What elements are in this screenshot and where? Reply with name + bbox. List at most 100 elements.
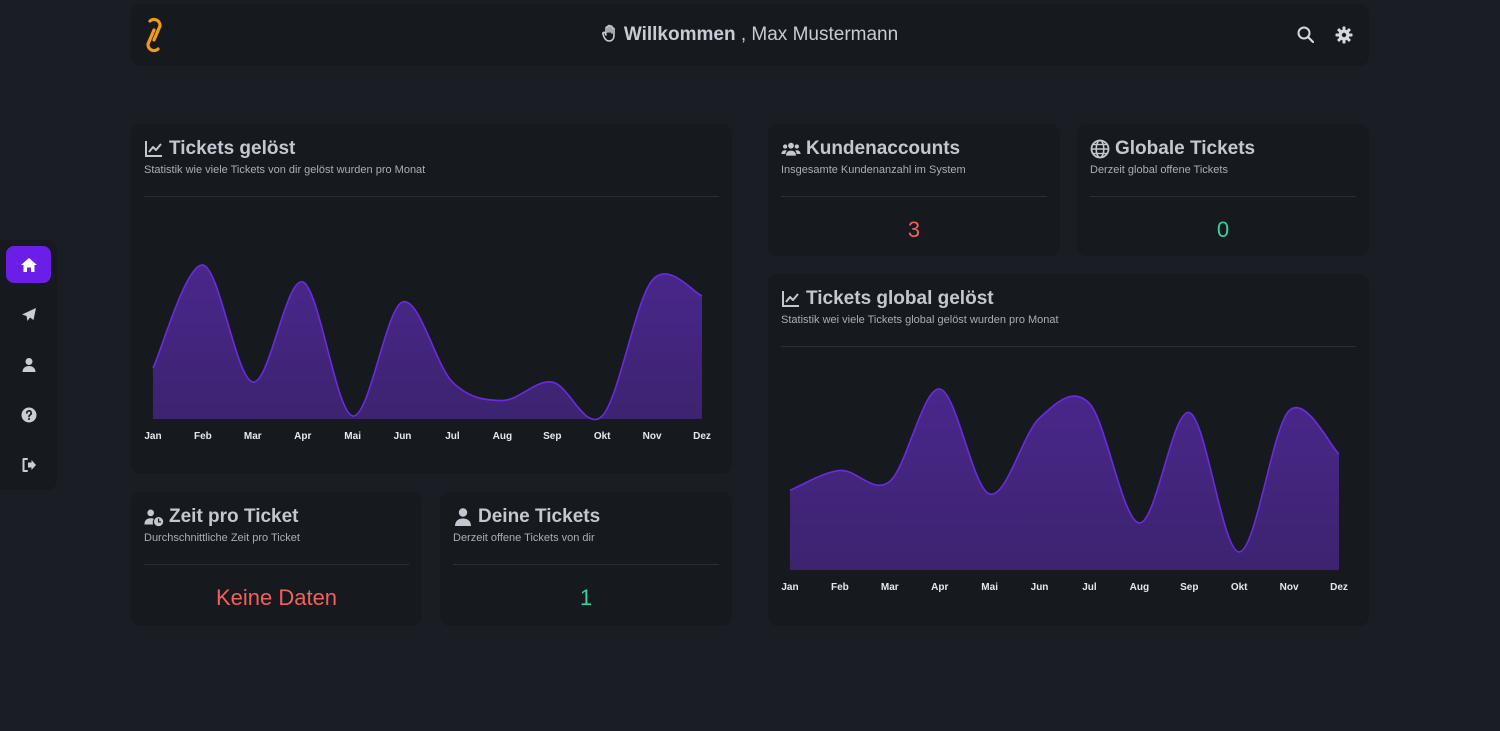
divider <box>781 346 1356 347</box>
x-tick-label: Apr <box>294 431 311 442</box>
search-icon[interactable] <box>1295 24 1317 46</box>
chart-point-nov[interactable] <box>649 277 655 283</box>
divider <box>1090 196 1356 197</box>
welcome-user-name: , Max Mustermann <box>740 24 899 45</box>
chart-point-mai[interactable] <box>987 491 993 497</box>
customer-accounts-subtitle: Insgesamte Kundenanzahl im System <box>781 164 966 176</box>
user-icon <box>455 508 471 526</box>
chart-line-icon <box>782 291 799 307</box>
chart-point-jul[interactable] <box>449 379 455 385</box>
chart-point-jan[interactable] <box>787 487 793 493</box>
x-tick-label: Jul <box>1082 582 1097 593</box>
x-tick-label: Sep <box>1180 582 1198 593</box>
customer-accounts-value: 3 <box>907 217 921 242</box>
tickets-solved-card: Tickets gelöst Statistik wie viele Ticke… <box>131 124 732 474</box>
your-tickets-subtitle: Derzeit offene Tickets von dir <box>453 532 595 544</box>
x-tick-label: Mai <box>344 431 361 442</box>
chart-point-dez[interactable] <box>699 293 705 299</box>
tickets-solved-title: Tickets gelöst <box>144 138 295 160</box>
sidebar-item-home[interactable] <box>6 246 51 283</box>
divider <box>453 564 719 565</box>
x-tick-label: Aug <box>1130 582 1149 593</box>
time-per-ticket-title: Zeit pro Ticket <box>144 506 299 528</box>
x-tick-label: Okt <box>594 431 611 442</box>
chart-point-aug[interactable] <box>499 398 505 404</box>
chart-point-nov[interactable] <box>1286 408 1292 414</box>
chart-point-feb[interactable] <box>200 262 206 268</box>
chart-series-line <box>789 388 1340 553</box>
your-tickets-title-text: Deine Tickets <box>478 506 601 527</box>
x-tick-label: Nov <box>1280 582 1299 593</box>
chart-point-mar[interactable] <box>250 379 256 385</box>
wave-hand-icon <box>601 24 615 42</box>
x-tick-label: Feb <box>831 582 849 593</box>
chart-area <box>790 388 1339 570</box>
tickets-global-solved-subtitle: Statistik wei viele Tickets global gelös… <box>781 314 1059 326</box>
tickets-global-solved-card: Tickets global gelöst Statistik wei viel… <box>768 274 1369 626</box>
sidebar-item-send[interactable] <box>6 296 51 333</box>
logout-icon <box>22 457 36 472</box>
global-tickets-title: Globale Tickets <box>1090 138 1255 160</box>
x-tick-label: Nov <box>643 431 662 442</box>
time-per-ticket-title-text: Zeit pro Ticket <box>169 506 299 527</box>
chart-point-apr[interactable] <box>937 386 943 392</box>
chart-point-mar[interactable] <box>887 478 893 484</box>
time-per-ticket-card: Zeit pro Ticket Durchschnittliche Zeit p… <box>131 492 422 626</box>
welcome-greeting: Willkommen <box>623 24 736 45</box>
chart-point-aug[interactable] <box>1136 520 1142 526</box>
chart-line-icon <box>145 141 162 157</box>
chart-point-feb[interactable] <box>837 467 843 473</box>
tickets-solved-title-text: Tickets gelöst <box>169 138 296 159</box>
chart-point-okt[interactable] <box>599 413 605 419</box>
tickets-global-solved-chart: Jan Feb Mar Apr Mai Jun Jul Aug Sep Okt Nov Dez <box>781 386 1348 593</box>
user-icon <box>22 357 35 372</box>
tickets-global-solved-title: Tickets global gelöst <box>781 288 994 310</box>
x-tick-label: Mar <box>881 582 899 593</box>
tickets-solved-chart: Jan Feb Mar Apr Mai Jun Jul Aug Sep Okt Nov Dez <box>144 262 711 442</box>
customer-accounts-card: Kundenaccounts Insgesamte Kundenanzahl i… <box>768 124 1060 256</box>
sidebar-item-profile[interactable] <box>6 346 51 383</box>
chart-area <box>153 264 702 420</box>
x-tick-label: Aug <box>493 431 512 442</box>
question-icon <box>21 407 36 422</box>
x-tick-label: Mai <box>981 582 998 593</box>
chart-point-jun[interactable] <box>400 299 406 305</box>
x-tick-label: Jun <box>394 431 412 442</box>
sidebar-item-logout[interactable] <box>6 446 51 483</box>
x-tick-label: Jan <box>144 431 161 442</box>
divider <box>144 564 409 565</box>
global-tickets-title-text: Globale Tickets <box>1115 138 1256 159</box>
x-tick-label: Jun <box>1031 582 1049 593</box>
chart-point-sep[interactable] <box>1186 410 1192 416</box>
logo-icon[interactable] <box>141 17 167 53</box>
chart-point-jan[interactable] <box>150 365 156 371</box>
chart-point-apr[interactable] <box>300 279 306 285</box>
welcome-message: Willkommen , Max Mustermann <box>131 24 1369 46</box>
user-clock-icon <box>144 509 164 527</box>
divider <box>781 196 1047 197</box>
x-tick-label: Jul <box>445 431 460 442</box>
chart-point-okt[interactable] <box>1236 549 1242 555</box>
x-tick-label: Dez <box>1330 582 1348 593</box>
tickets-solved-subtitle: Statistik wie viele Tickets von dir gelö… <box>144 164 426 176</box>
x-tick-label: Okt <box>1231 582 1248 593</box>
customer-accounts-title: Kundenaccounts <box>781 138 960 160</box>
chart-point-jun[interactable] <box>1037 415 1043 421</box>
globe-icon <box>1090 139 1110 159</box>
chart-point-jul[interactable] <box>1086 400 1092 406</box>
chart-point-sep[interactable] <box>549 379 555 385</box>
x-tick-label: Jan <box>781 582 798 593</box>
your-tickets-card: Deine Tickets Derzeit offene Tickets von… <box>440 492 732 626</box>
top-bar: Willkommen , Max Mustermann <box>131 4 1369 66</box>
users-icon <box>781 142 801 156</box>
customer-accounts-title-text: Kundenaccounts <box>806 138 961 159</box>
sidebar-item-help[interactable] <box>6 396 51 433</box>
tickets-global-solved-title-text: Tickets global gelöst <box>806 288 994 309</box>
x-tick-label: Feb <box>194 431 212 442</box>
chart-point-mai[interactable] <box>350 413 356 419</box>
gear-icon[interactable] <box>1333 24 1355 46</box>
time-per-ticket-value: Keine Daten <box>215 585 338 610</box>
your-tickets-value: 1 <box>579 585 593 610</box>
chart-point-dez[interactable] <box>1336 451 1342 457</box>
x-tick-label: Mar <box>244 431 262 442</box>
